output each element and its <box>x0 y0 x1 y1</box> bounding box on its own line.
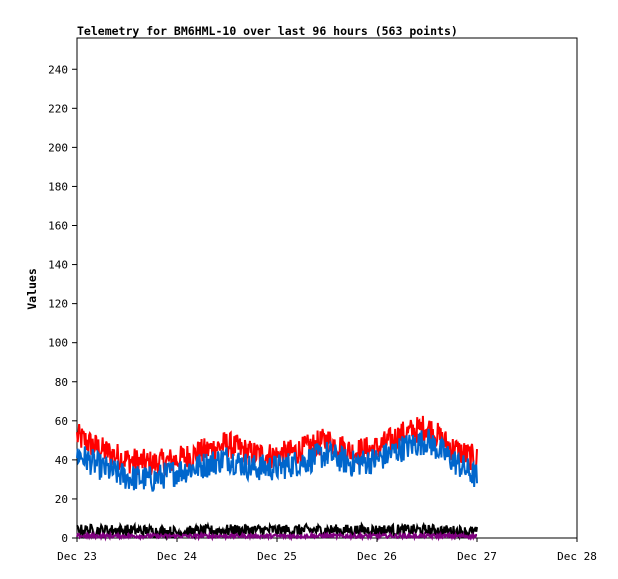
series-layer <box>76 415 478 542</box>
y-tick-label: 0 <box>61 532 68 545</box>
series-line-4 <box>76 530 478 542</box>
y-tick-label: 200 <box>48 141 68 154</box>
y-tick-label: 40 <box>55 454 68 467</box>
y-axis-ticks: 0 20 40 60 80 100 120 140 160 180 200 220 240 <box>48 63 77 545</box>
y-tick-label: 80 <box>55 376 68 389</box>
x-tick-label: Dec 26 <box>357 550 397 563</box>
y-tick-label: 220 <box>48 102 68 115</box>
x-tick-label: Dec 24 <box>157 550 197 563</box>
y-tick-label: 120 <box>48 298 68 311</box>
y-tick-label: 100 <box>48 337 68 350</box>
y-tick-label: 160 <box>48 220 68 233</box>
x-tick-label: Dec 23 <box>57 550 97 563</box>
series-line-2 <box>76 428 478 492</box>
y-tick-label: 60 <box>55 415 68 428</box>
y-tick-label: 240 <box>48 63 68 76</box>
x-axis-ticks: Dec 23 Dec 24 Dec 25 Dec 26 Dec 27 Dec 28 <box>57 538 597 563</box>
x-tick-label: Dec 28 <box>557 550 597 563</box>
y-tick-label: 20 <box>55 493 68 506</box>
y-axis-label: Values <box>25 268 39 310</box>
series-line-1 <box>76 415 478 477</box>
x-tick-label: Dec 27 <box>457 550 497 563</box>
x-tick-label: Dec 25 <box>257 550 297 563</box>
y-tick-label: 140 <box>48 259 68 272</box>
y-tick-label: 180 <box>48 180 68 193</box>
series-line-3 <box>76 521 478 542</box>
chart-title: Telemetry for BM6HML-10 over last 96 hou… <box>77 24 458 38</box>
